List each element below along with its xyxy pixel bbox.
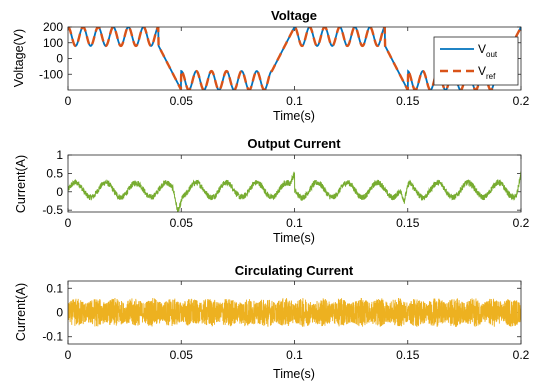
xtick-label: 0.15 (396, 216, 420, 230)
ytick-label: 0 (56, 52, 63, 66)
output-current-panel: Output Current 0 0.05 0.1 0.15 0.2 10.50-0.5… (14, 136, 530, 245)
voltage-panel: Voltage 0 0.05 0.1 0.15 0.2 200 100 0-100 Time… (12, 8, 530, 123)
circulating-current-axes-box (67, 280, 522, 345)
legend-vout-main: V (478, 42, 486, 56)
legend-vref-label: Vref (478, 64, 496, 81)
ytick-label: -100 (39, 67, 63, 81)
circulating-current-xtick-labels: 0 0.05 0.1 0.15 0.2 (65, 348, 530, 362)
xtick-label: 0.2 (513, 94, 530, 108)
output-current-title: Output Current (247, 136, 341, 151)
ytick-label: 100 (43, 36, 63, 50)
xtick-label: 0.1 (286, 94, 303, 108)
ytick-label: 200 (43, 20, 63, 34)
ytick-label: -0.5 (42, 203, 63, 217)
xtick-label: 0.15 (396, 94, 420, 108)
xtick-label: 0 (65, 94, 72, 108)
output-current-line (68, 171, 521, 212)
xtick-label: 0.05 (170, 348, 194, 362)
ytick-label: 0 (56, 306, 63, 320)
ytick-label: 0 (56, 185, 63, 199)
xtick-label: 0.2 (513, 348, 530, 362)
xtick-label: 0.05 (170, 216, 194, 230)
circulating-current-ytick-labels: 0.1 0 -0.1 (42, 281, 63, 343)
circulating-current-panel: Circulating Current 0 0.05 0.1 0.15 0.2 0.10… (14, 263, 530, 381)
circulating-current-xlabel: Time(s) (273, 367, 315, 381)
xtick-label: 0.15 (396, 348, 420, 362)
ytick-label: 1 (56, 148, 63, 162)
xtick-label: 0.05 (170, 94, 194, 108)
voltage-xtick-labels: 0 0.05 0.1 0.15 0.2 (65, 94, 530, 108)
legend-vref-main: V (478, 64, 486, 78)
output-current-xlabel: Time(s) (273, 231, 315, 245)
output-current-ytick-labels: 1 0.5 0 -0.5 (42, 148, 63, 217)
voltage-ylabel: Voltage(V) (12, 29, 26, 87)
output-current-ylabel: Current(A) (14, 155, 28, 213)
output-current-xtick-labels: 0 0.05 0.1 0.15 0.2 (65, 216, 530, 230)
ytick-label: 0.1 (46, 281, 63, 295)
output-current-axes-box (67, 154, 522, 213)
legend-vout-label: Vout (478, 42, 498, 59)
xtick-label: 0 (65, 216, 72, 230)
voltage-title: Voltage (271, 8, 317, 23)
circulating-current-title: Circulating Current (235, 263, 354, 278)
voltage-ytick-labels: 200 100 0-100 (39, 20, 63, 81)
legend-vref-sub: ref (486, 72, 496, 81)
ytick-label: -0.1 (42, 330, 63, 344)
legend-box (433, 36, 519, 86)
xtick-label: 0.1 (286, 216, 303, 230)
xtick-label: 0 (65, 348, 72, 362)
legend-vout-sub: out (486, 50, 498, 59)
circulating-current-line (68, 297, 521, 327)
voltage-axes-box (67, 26, 522, 91)
voltage-legend: Vout Vref (433, 36, 519, 86)
xtick-label: 0.1 (286, 348, 303, 362)
xtick-label: 0.2 (513, 216, 530, 230)
voltage-xlabel: Time(s) (273, 109, 315, 123)
circulating-current-ylabel: Current(A) (14, 283, 28, 341)
ytick-label: 0.5 (46, 166, 63, 180)
